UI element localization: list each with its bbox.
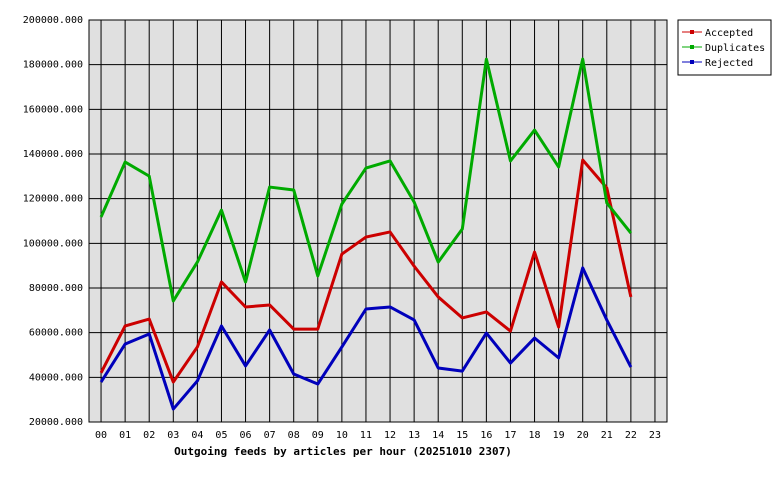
x-tick-label: 18 <box>529 430 541 441</box>
x-tick-label: 03 <box>167 430 179 441</box>
y-tick-label: 140000.000 <box>23 149 83 160</box>
x-tick-label: 19 <box>553 430 565 441</box>
legend-marker <box>690 60 694 64</box>
x-tick-label: 13 <box>408 430 420 441</box>
x-tick-label: 21 <box>601 430 613 441</box>
x-tick-label: 16 <box>480 430 492 441</box>
legend-label: Rejected <box>705 58 753 69</box>
x-tick-label: 23 <box>649 430 661 441</box>
x-tick-label: 15 <box>456 430 468 441</box>
y-tick-label: 120000.000 <box>23 194 83 205</box>
x-tick-label: 11 <box>360 430 372 441</box>
x-tick-label: 02 <box>143 430 155 441</box>
x-tick-label: 08 <box>288 430 300 441</box>
x-tick-label: 07 <box>264 430 276 441</box>
x-tick-label: 05 <box>215 430 227 441</box>
plot-area <box>89 20 667 422</box>
y-tick-label: 200000.000 <box>23 15 83 26</box>
x-tick-label: 04 <box>191 430 203 441</box>
x-tick-label: 14 <box>432 430 444 441</box>
x-tick-label: 00 <box>95 430 107 441</box>
plot-border <box>88 19 668 423</box>
legend-label: Duplicates <box>705 43 765 54</box>
x-tick-label: 06 <box>240 430 252 441</box>
x-tick-label: 01 <box>119 430 131 441</box>
x-tick-label: 10 <box>336 430 348 441</box>
x-tick-label: 17 <box>504 430 516 441</box>
series-line <box>99 57 633 303</box>
y-tick-label: 180000.000 <box>23 60 83 71</box>
y-tick-label: 100000.000 <box>23 238 83 249</box>
legend-label: Accepted <box>705 28 753 39</box>
y-tick-label: 40000.000 <box>29 372 83 383</box>
y-tick-label: 80000.000 <box>29 283 83 294</box>
x-tick-label: 20 <box>577 430 589 441</box>
y-tick-label: 60000.000 <box>29 328 83 339</box>
x-tick-label: 12 <box>384 430 396 441</box>
y-tick-label: 20000.000 <box>29 417 83 428</box>
y-tick-label: 160000.000 <box>23 104 83 115</box>
chart-title: Outgoing feeds by articles per hour (202… <box>174 445 512 458</box>
series-line <box>99 266 633 411</box>
x-tick-label: 22 <box>625 430 637 441</box>
x-tick-label: 09 <box>312 430 324 441</box>
series-line <box>99 158 633 384</box>
legend-marker <box>690 45 694 49</box>
legend-marker <box>690 30 694 34</box>
